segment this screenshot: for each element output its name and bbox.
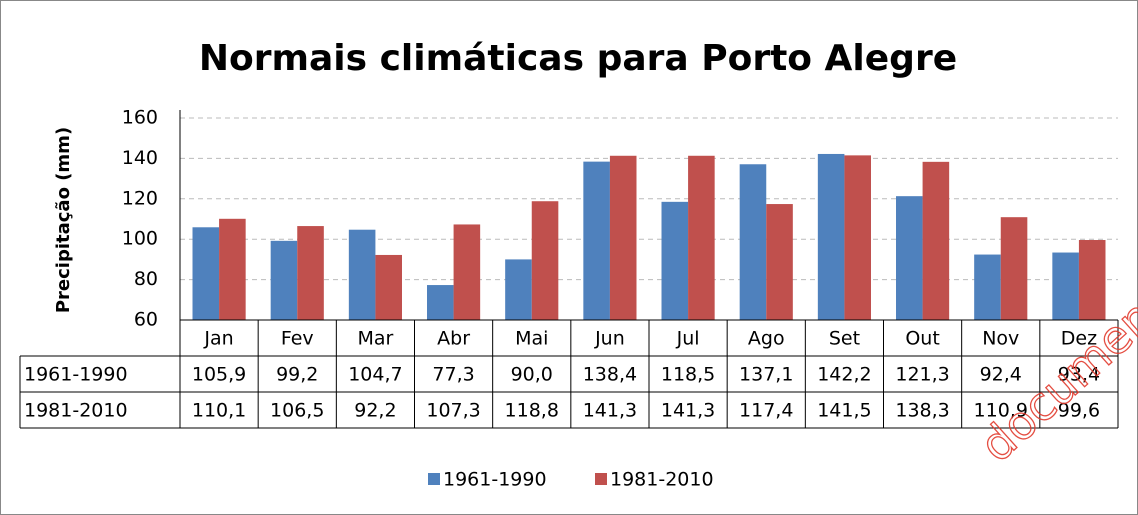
bar: [896, 196, 923, 320]
table-cell: 106,5: [270, 400, 324, 422]
bar: [505, 259, 532, 320]
chart-title: Normais climáticas para Porto Alegre: [199, 38, 957, 79]
table-cell: 107,3: [426, 400, 480, 422]
table-row-label: 1981-2010: [24, 400, 128, 422]
legend-swatch: [428, 473, 440, 485]
table-cell: 141,5: [817, 400, 871, 422]
x-tick-label: Jun: [594, 328, 625, 350]
y-tick-label: 160: [122, 107, 158, 129]
x-tick-label: Fev: [281, 328, 314, 350]
y-tick-label: 140: [122, 147, 158, 169]
y-axis-label: Precipitação (mm): [53, 127, 74, 313]
bar: [219, 218, 246, 320]
bar: [688, 155, 715, 320]
table-cell: 141,3: [583, 400, 637, 422]
bar: [1000, 217, 1028, 320]
table-cell: 92,2: [354, 400, 396, 422]
bar: [297, 226, 324, 320]
table-cell: 99,2: [276, 364, 318, 386]
table-cell: 121,3: [895, 364, 949, 386]
table-cell: 141,3: [661, 400, 715, 422]
table-cell: 77,3: [432, 364, 474, 386]
bar: [348, 229, 376, 320]
bar: [661, 201, 689, 320]
x-tick-label: Jan: [203, 328, 233, 350]
table-row-label: 1961-1990: [24, 364, 128, 386]
x-tick-label: Jul: [676, 328, 700, 350]
x-tick-label: Mar: [357, 328, 393, 350]
bar: [375, 254, 402, 320]
table-cell: 138,3: [895, 400, 949, 422]
table-cell: 118,5: [661, 364, 715, 386]
x-tick-label: Mai: [515, 328, 548, 350]
bar: [1078, 240, 1106, 320]
x-tick-label: Out: [905, 328, 939, 350]
table-cell: 105,9: [192, 364, 246, 386]
table-cell: 92,4: [980, 364, 1022, 386]
y-tick-label: 60: [134, 309, 158, 331]
table-cell: 93,4: [1058, 364, 1100, 386]
bar: [609, 155, 637, 320]
table-cell: 110,1: [192, 400, 246, 422]
bar: [192, 227, 220, 320]
table-cell: 142,2: [817, 364, 871, 386]
bar: [817, 153, 845, 320]
table-cell: 118,8: [505, 400, 559, 422]
bar: [844, 155, 871, 320]
legend-swatch: [595, 473, 607, 485]
table-cell: 137,1: [739, 364, 793, 386]
bar: [270, 240, 298, 320]
bar: [1052, 252, 1079, 320]
bar: [739, 164, 767, 320]
table-cell: 90,0: [511, 364, 553, 386]
x-tick-label: Dez: [1061, 328, 1097, 350]
bar: [974, 254, 1001, 320]
x-tick-label: Set: [829, 328, 860, 350]
y-tick-label: 100: [122, 228, 158, 250]
bar: [583, 161, 610, 320]
legend-label: 1961-1990: [443, 469, 547, 491]
x-tick-label: Ago: [748, 328, 785, 350]
table-cell: 138,4: [583, 364, 637, 386]
bar: [453, 224, 481, 320]
bar: [766, 204, 793, 320]
y-tick-label: 80: [134, 268, 158, 290]
table-cell: 117,4: [739, 400, 793, 422]
legend-label: 1981-2010: [610, 469, 714, 491]
bar: [427, 285, 454, 320]
bar: [531, 201, 559, 320]
x-tick-label: Abr: [437, 328, 470, 350]
table-cell: 104,7: [348, 364, 402, 386]
bar: [922, 161, 950, 320]
table-cell: 110,9: [974, 400, 1028, 422]
y-tick-label: 120: [122, 187, 158, 209]
table-cell: 99,6: [1058, 400, 1100, 422]
x-tick-label: Nov: [982, 328, 1019, 350]
